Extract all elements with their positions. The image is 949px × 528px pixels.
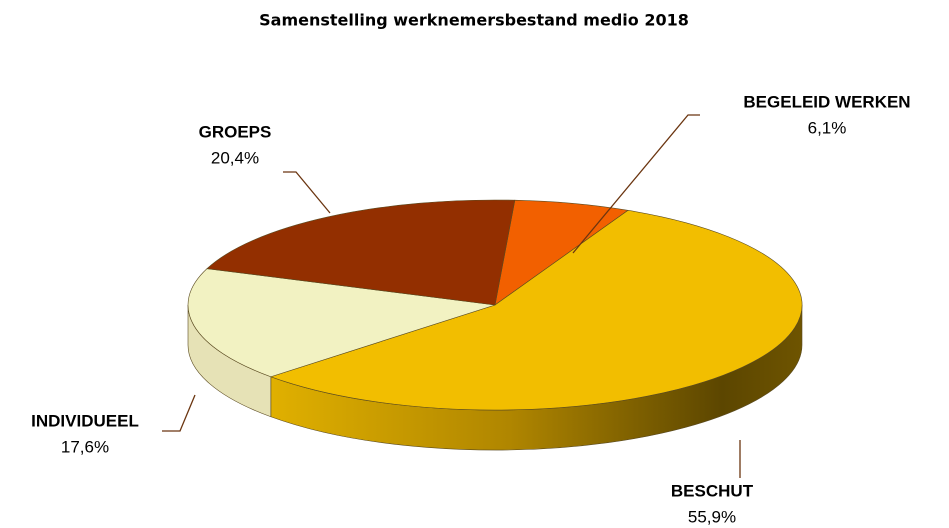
- leader-line: [283, 171, 331, 214]
- slice-label: BESCHUT: [671, 481, 754, 500]
- slice: [187, 268, 496, 378]
- slice-label: INDIVIDUEEL: [31, 411, 139, 430]
- slice-value: 20,4%: [211, 148, 259, 167]
- slice-value: 55,9%: [688, 507, 736, 526]
- slice-label: GROEPS: [199, 122, 272, 141]
- slice-value: 17,6%: [61, 437, 109, 456]
- leader-line: [572, 114, 700, 254]
- slice-label: BEGELEID WERKEN: [743, 92, 910, 111]
- slice: [206, 199, 516, 306]
- leader-line: [162, 394, 196, 432]
- chart-title: Samenstelling werknemersbestand medio 20…: [259, 11, 689, 30]
- slice: [269, 210, 803, 411]
- slice-value: 6,1%: [808, 118, 847, 137]
